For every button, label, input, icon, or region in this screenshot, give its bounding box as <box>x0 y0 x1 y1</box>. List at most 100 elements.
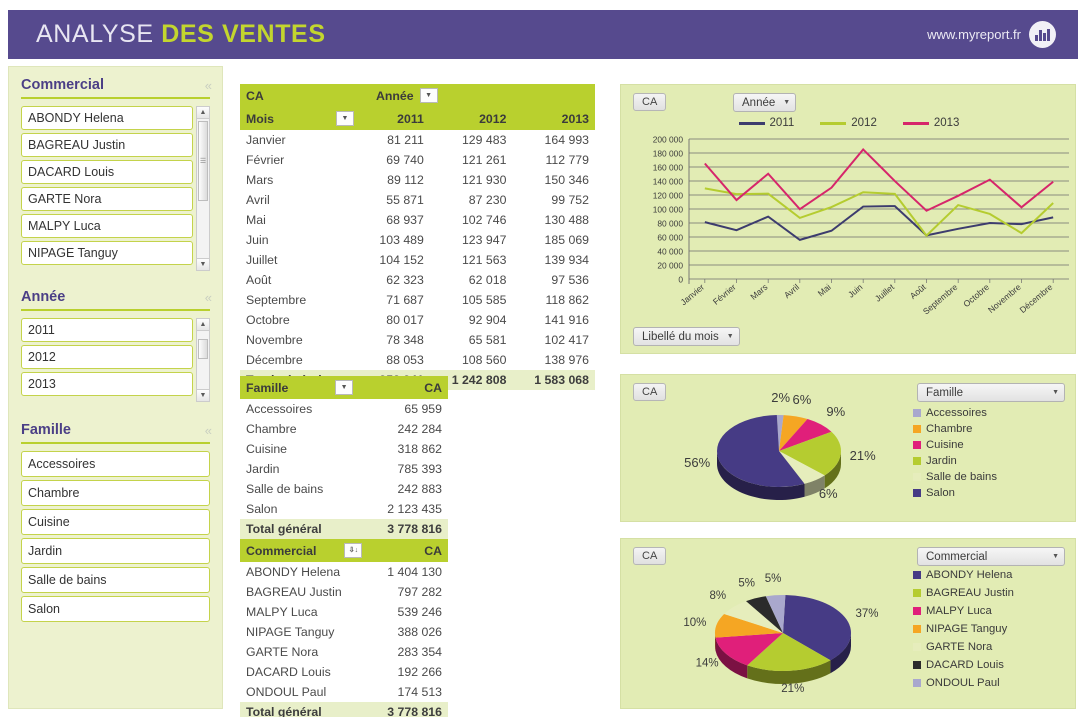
cell: 129 483 <box>429 130 513 150</box>
legend-item-accessoires[interactable]: Accessoires <box>913 407 1065 419</box>
measure-chip-ca[interactable]: CA <box>633 93 667 111</box>
famille-measure-header[interactable]: CA <box>359 376 448 399</box>
list-item[interactable]: Chambre <box>21 480 210 506</box>
commercial-scrollbar[interactable]: ▲ ☰ ▼ <box>196 106 210 271</box>
legend-item-salle-de-bains[interactable]: Salle de bains <box>913 471 1065 483</box>
famille-pie-legend: Accessoires Chambre Cuisine Jardin Salle… <box>913 407 1065 499</box>
measure-label: CA <box>246 88 264 103</box>
legend-item-salon[interactable]: Salon <box>913 487 1065 499</box>
cell: 55 871 <box>360 190 430 210</box>
chevron-down-icon[interactable]: ▼ <box>419 88 438 103</box>
svg-text:Juin: Juin <box>846 282 865 300</box>
row-dim-label: Mois <box>246 111 275 126</box>
list-item[interactable]: Cuisine <box>21 509 210 535</box>
legend-item-garte-nora[interactable]: GARTE Nora <box>913 641 1065 653</box>
legend-label: Jardin <box>926 455 957 467</box>
list-item[interactable]: 2013 <box>21 372 193 396</box>
list-item[interactable]: Accessoires <box>21 451 210 477</box>
row-label: Août <box>240 270 360 290</box>
legend-item-malpy-luca[interactable]: MALPY Luca <box>913 605 1065 617</box>
commercial-pie-dropdown[interactable]: Commercial ▼ <box>917 547 1065 566</box>
legend-label: DACARD Louis <box>926 659 1004 671</box>
chevron-down-icon: ▼ <box>1052 553 1059 560</box>
measure-chip-ca[interactable]: CA <box>633 547 667 565</box>
cell: 99 752 <box>512 190 595 210</box>
cell: 318 862 <box>359 439 448 459</box>
collapse-left-icon[interactable]: « <box>204 422 212 438</box>
list-item[interactable]: Salle de bains <box>21 567 210 593</box>
list-item[interactable]: DACARD Louis <box>21 160 193 184</box>
list-item[interactable]: MALPY Luca <box>21 214 193 238</box>
legend-item-2011[interactable]: 2011 <box>738 117 794 129</box>
legend-item-2012[interactable]: 2012 <box>820 117 877 129</box>
table-row: Juillet 104 152 121 563 139 934 <box>240 250 595 270</box>
commercial-pie-plot: 37% 21% 14% 10% 8% 5% 5% <box>683 573 878 695</box>
cell: 539 246 <box>368 602 448 622</box>
legend-label: Chambre <box>926 423 973 435</box>
legend-item-ondoul-paul[interactable]: ONDOUL Paul <box>913 677 1065 689</box>
scrollbar-thumb[interactable] <box>198 339 208 359</box>
row-label: Salon <box>240 499 360 519</box>
table-row: DACARD Louis 192 266 <box>240 662 448 682</box>
cell: 97 536 <box>512 270 595 290</box>
legend-label: BAGREAU Justin <box>926 587 1014 599</box>
famille-pie-dropdown[interactable]: Famille ▼ <box>917 383 1065 402</box>
cell: 87 230 <box>429 190 513 210</box>
cell: 785 393 <box>359 459 448 479</box>
annee-scrollbar[interactable]: ▲ ▼ <box>196 318 210 402</box>
legend-item-nipage-tanguy[interactable]: NIPAGE Tanguy <box>913 623 1065 635</box>
scrollbar-thumb[interactable]: ☰ <box>198 121 208 201</box>
list-item[interactable]: NIPAGE Tanguy <box>21 241 193 265</box>
list-item[interactable]: GARTE Nora <box>21 187 193 211</box>
list-item[interactable]: 2011 <box>21 318 193 342</box>
sort-descending-icon[interactable]: ⇩↓ <box>344 543 363 558</box>
legend-item-abondy-helena[interactable]: ABONDY Helena <box>913 569 1065 581</box>
legend-item-chambre[interactable]: Chambre <box>913 423 1065 435</box>
table-row: BAGREAU Justin 797 282 <box>240 582 448 602</box>
cell: 65 959 <box>359 399 448 419</box>
column-header[interactable]: 2013 <box>512 107 595 130</box>
list-item[interactable]: Jardin <box>21 538 210 564</box>
scroll-down-icon[interactable]: ▼ <box>197 389 209 401</box>
measure-chip-ca[interactable]: CA <box>633 383 667 401</box>
cell: 1 404 130 <box>368 562 448 582</box>
filter-annee-list: 2011 2012 2013 ▲ ▼ <box>21 318 210 402</box>
list-item[interactable]: BAGREAU Justin <box>21 133 193 157</box>
row-label: GARTE Nora <box>240 642 369 662</box>
legend-item-jardin[interactable]: Jardin <box>913 455 1065 467</box>
line-chart-card: CA Année ▼ 2011 2012 2013 0 20 000 40 000 6… <box>620 84 1076 354</box>
scroll-up-icon[interactable]: ▲ <box>197 319 209 331</box>
legend-item-bagreau-justin[interactable]: BAGREAU Justin <box>913 587 1065 599</box>
commercial-measure-header[interactable]: CA <box>368 539 448 562</box>
series-dropdown-annee[interactable]: Année ▼ <box>733 93 797 112</box>
legend-item-dacard-louis[interactable]: DACARD Louis <box>913 659 1065 671</box>
list-item[interactable]: ABONDY Helena <box>21 106 193 130</box>
collapse-left-icon[interactable]: « <box>204 77 212 93</box>
svg-text:14%: 14% <box>696 658 719 670</box>
famille-dim-label: Famille <box>246 380 289 395</box>
legend-item-2013[interactable]: 2013 <box>902 117 959 129</box>
row-label: ABONDY Helena <box>240 562 369 582</box>
column-header[interactable]: 2011 <box>360 107 430 130</box>
legend-label: Cuisine <box>926 439 964 451</box>
row-label: ONDOUL Paul <box>240 682 369 702</box>
column-header[interactable]: 2012 <box>429 107 513 130</box>
list-item[interactable]: Salon <box>21 596 210 622</box>
famille-pie-card: CA Famille ▼ 2% 6% 9% 21% 6% 56% Accessoires … <box>620 374 1076 522</box>
scroll-up-icon[interactable]: ▲ <box>197 107 209 119</box>
axis-dropdown-libelle-du-mois[interactable]: Libellé du mois ▼ <box>633 327 740 346</box>
svg-text:5%: 5% <box>738 578 755 590</box>
legend-line-icon <box>902 121 929 125</box>
svg-text:0: 0 <box>678 275 683 285</box>
scroll-down-icon[interactable]: ▼ <box>197 258 209 270</box>
chevron-down-icon[interactable]: ▼ <box>336 111 354 126</box>
table-row: Juin 103 489 123 947 185 069 <box>240 230 595 250</box>
chevron-down-icon[interactable]: ▼ <box>335 380 354 395</box>
cell: 102 417 <box>512 330 595 350</box>
list-item[interactable]: 2012 <box>21 345 193 369</box>
collapse-left-icon[interactable]: « <box>204 289 212 305</box>
app-header: ANALYSE DES VENTES www.myreport.fr <box>8 10 1078 59</box>
row-label: Mai <box>240 210 360 230</box>
legend-item-cuisine[interactable]: Cuisine <box>913 439 1065 451</box>
table-total-row: Total général 3 778 816 <box>240 702 448 717</box>
